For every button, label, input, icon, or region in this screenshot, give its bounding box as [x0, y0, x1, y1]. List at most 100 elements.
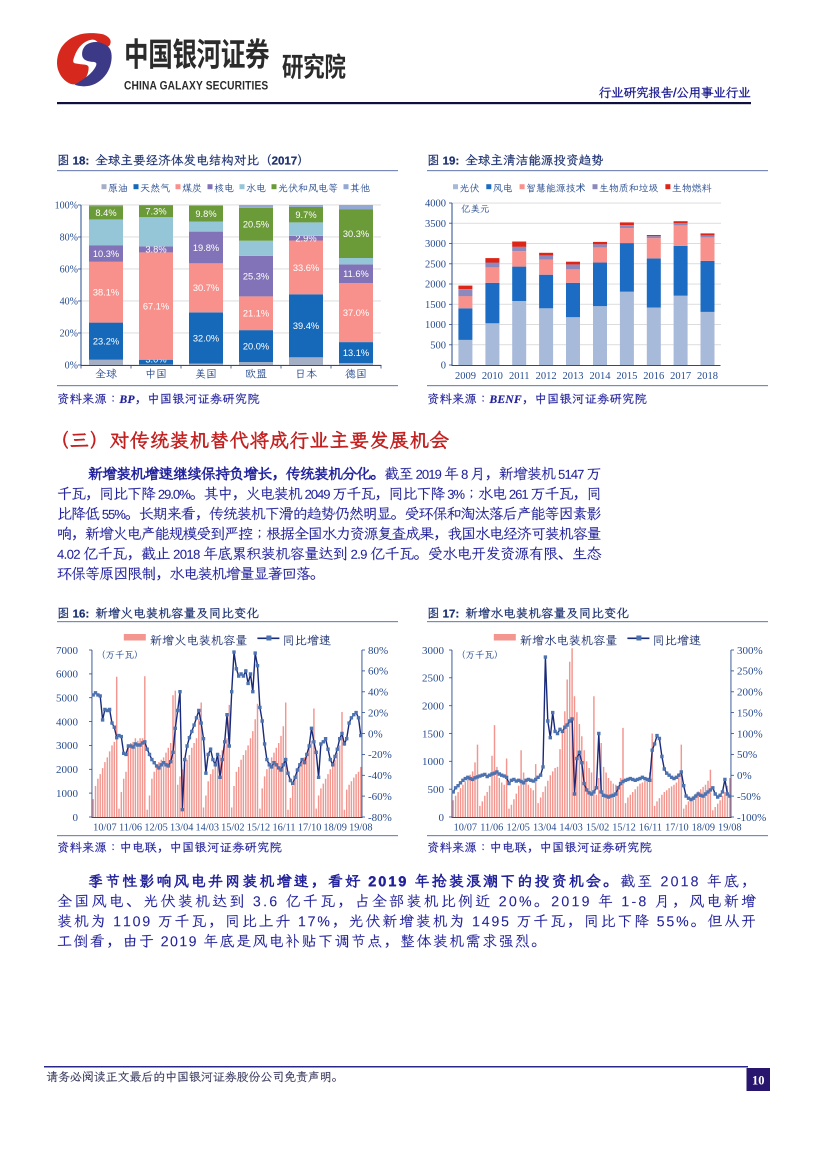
svg-text:6000: 6000 [56, 669, 79, 681]
svg-text:-60%: -60% [368, 791, 392, 803]
svg-text:21.1%: 21.1% [243, 309, 269, 319]
svg-text:23.2%: 23.2% [93, 337, 119, 347]
svg-text:11.6%: 11.6% [343, 269, 369, 279]
svg-text:1500: 1500 [425, 300, 446, 311]
svg-text:0: 0 [439, 812, 445, 824]
svg-text:19/08: 19/08 [349, 823, 372, 834]
svg-text:14/03: 14/03 [196, 823, 219, 834]
svg-text:250%: 250% [737, 666, 763, 678]
svg-text:67.1%: 67.1% [143, 301, 169, 311]
svg-text:20%: 20% [60, 329, 78, 340]
svg-text:2011: 2011 [509, 371, 530, 382]
svg-text:4000: 4000 [425, 199, 446, 210]
svg-text:2017: 2017 [670, 371, 691, 382]
svg-text:CHINA GALAXY SECURITIES: CHINA GALAXY SECURITIES [124, 80, 269, 93]
svg-text:20.5%: 20.5% [243, 220, 269, 230]
svg-text:-100%: -100% [737, 812, 766, 824]
svg-text:40%: 40% [368, 687, 388, 699]
svg-text:100%: 100% [55, 201, 78, 212]
svg-text:25.3%: 25.3% [243, 272, 269, 282]
svg-text:18/09: 18/09 [324, 823, 347, 834]
svg-text:16/11: 16/11 [273, 823, 296, 834]
svg-text:60%: 60% [60, 265, 78, 276]
svg-text:2.9%: 2.9% [295, 234, 316, 244]
svg-text:1000: 1000 [425, 320, 446, 331]
svg-text:2500: 2500 [422, 673, 445, 685]
svg-text:150%: 150% [737, 707, 763, 719]
svg-text:5000: 5000 [56, 693, 79, 705]
svg-text:-20%: -20% [368, 749, 392, 761]
svg-text:11/06: 11/06 [480, 823, 503, 834]
svg-text:20.0%: 20.0% [243, 342, 269, 352]
svg-text:10: 10 [752, 1074, 765, 1088]
svg-text:2500: 2500 [425, 259, 446, 270]
svg-text:2015: 2015 [616, 371, 637, 382]
svg-text:0: 0 [441, 361, 446, 372]
svg-text:0: 0 [73, 812, 79, 824]
svg-text:2016: 2016 [643, 371, 664, 382]
svg-text:1500: 1500 [422, 728, 445, 740]
svg-text:500: 500 [428, 784, 445, 796]
svg-text:17/10: 17/10 [298, 823, 321, 834]
svg-text:30.7%: 30.7% [193, 283, 219, 293]
svg-text:1000: 1000 [56, 788, 79, 800]
svg-text:40%: 40% [60, 297, 78, 308]
svg-text:3500: 3500 [425, 219, 446, 230]
svg-text:12/05: 12/05 [144, 823, 167, 834]
svg-text:17/10: 17/10 [665, 823, 688, 834]
svg-text:20%: 20% [368, 707, 388, 719]
svg-text:38.1%: 38.1% [93, 288, 119, 298]
svg-text:3000: 3000 [422, 645, 445, 657]
svg-text:8.4%: 8.4% [95, 208, 116, 218]
svg-text:300%: 300% [737, 645, 763, 657]
svg-text:11/06: 11/06 [119, 823, 142, 834]
svg-text:2009: 2009 [455, 371, 476, 382]
svg-text:18/09: 18/09 [692, 823, 715, 834]
svg-text:-40%: -40% [368, 770, 392, 782]
svg-text:13/04: 13/04 [533, 823, 556, 834]
svg-text:15/12: 15/12 [612, 823, 635, 834]
svg-text:33.6%: 33.6% [293, 263, 319, 273]
svg-text:10.3%: 10.3% [93, 249, 119, 259]
svg-text:14/03: 14/03 [559, 823, 582, 834]
svg-text:2000: 2000 [422, 700, 445, 712]
svg-text:15/02: 15/02 [586, 823, 609, 834]
svg-text:39.4%: 39.4% [293, 321, 319, 331]
svg-text:1000: 1000 [422, 756, 445, 768]
svg-text:3.8%: 3.8% [145, 245, 166, 255]
svg-text:10/07: 10/07 [454, 823, 477, 834]
svg-text:13/04: 13/04 [170, 823, 193, 834]
svg-text:3000: 3000 [425, 239, 446, 250]
svg-text:15/02: 15/02 [221, 823, 244, 834]
svg-text:80%: 80% [368, 645, 388, 657]
svg-text:60%: 60% [368, 666, 388, 678]
svg-text:100%: 100% [737, 728, 763, 740]
svg-text:10/07: 10/07 [93, 823, 116, 834]
svg-text:2000: 2000 [56, 764, 79, 776]
svg-text:12/05: 12/05 [506, 823, 529, 834]
svg-text:9.8%: 9.8% [195, 209, 216, 219]
svg-text:2014: 2014 [589, 371, 611, 382]
svg-text:2000: 2000 [425, 280, 446, 291]
svg-text:9.7%: 9.7% [295, 210, 316, 220]
svg-text:19.8%: 19.8% [193, 243, 219, 253]
svg-text:3000: 3000 [56, 740, 79, 752]
svg-text:7.3%: 7.3% [145, 207, 166, 217]
svg-text:37.0%: 37.0% [343, 308, 369, 318]
svg-text:32.0%: 32.0% [193, 333, 219, 343]
svg-text:4000: 4000 [56, 716, 79, 728]
svg-text:0%: 0% [65, 361, 78, 372]
svg-text:13.1%: 13.1% [343, 348, 369, 358]
svg-text:500: 500 [430, 340, 446, 351]
svg-text:16/11: 16/11 [639, 823, 662, 834]
svg-text:2010: 2010 [482, 371, 503, 382]
svg-text:0%: 0% [368, 728, 383, 740]
svg-text:2018: 2018 [697, 371, 718, 382]
svg-text:0%: 0% [737, 770, 752, 782]
svg-text:200%: 200% [737, 687, 763, 699]
svg-text:7000: 7000 [56, 645, 79, 657]
svg-text:30.3%: 30.3% [343, 229, 369, 239]
svg-text:2013: 2013 [563, 371, 584, 382]
svg-text:50%: 50% [737, 749, 757, 761]
svg-text:-50%: -50% [737, 791, 761, 803]
